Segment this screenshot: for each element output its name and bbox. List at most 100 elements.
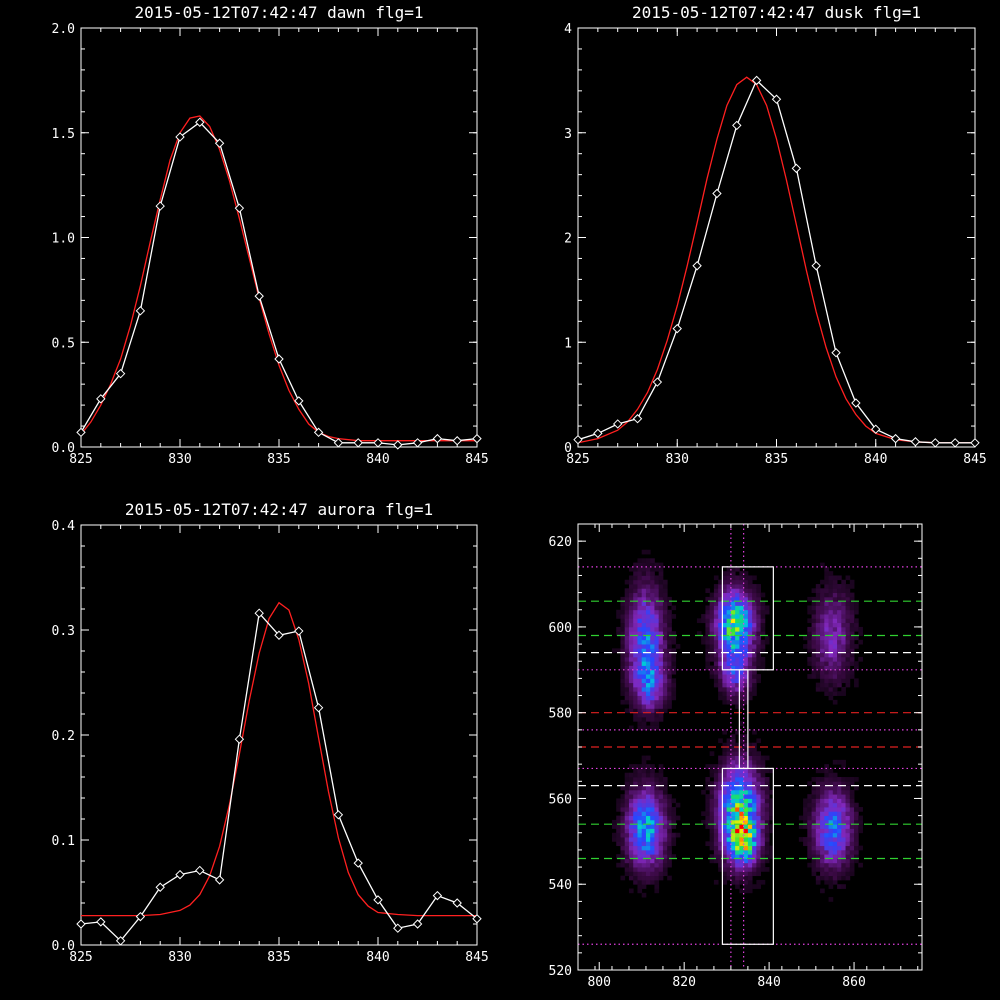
heatmap-cell (798, 815, 804, 821)
heatmap-cell (641, 785, 647, 791)
heatmap-cell (815, 644, 821, 649)
heatmap-cell (815, 592, 821, 598)
heatmap-cell (722, 854, 728, 859)
data-point (294, 626, 304, 636)
heatmap-cell (718, 678, 723, 684)
heatmap-cell (735, 858, 740, 864)
heatmap-cell (730, 686, 736, 692)
heatmap-cell (824, 571, 829, 576)
heatmap-cell (650, 867, 655, 872)
heatmap-cell (662, 614, 668, 619)
heatmap-cell (641, 614, 647, 619)
heatmap-cell (739, 875, 745, 881)
heatmap-cell (730, 682, 736, 688)
heatmap-cell (837, 622, 842, 628)
heatmap-cell (662, 639, 668, 645)
heatmap-cell (739, 815, 745, 821)
heatmap-cell (735, 626, 740, 632)
heatmap-cell (705, 631, 711, 636)
heatmap-cell (713, 789, 719, 795)
heatmap-cell (828, 798, 834, 804)
heatmap-cell (807, 807, 812, 812)
heatmap-cell (654, 704, 660, 709)
heatmap-cell (837, 884, 842, 889)
heatmap-cell (752, 819, 757, 825)
heatmap-cell (841, 828, 846, 834)
heatmap-cell (858, 639, 863, 645)
heatmap-cell (654, 622, 660, 628)
heatmap-cell (824, 648, 829, 654)
heatmap-cell (743, 879, 749, 885)
heatmap-cell (713, 626, 719, 632)
heatmap-cell (845, 614, 851, 619)
heatmap-cell (743, 665, 749, 671)
heatmap-cell (837, 854, 842, 859)
heatmap-cell (624, 811, 630, 817)
heatmap-cell (667, 669, 672, 675)
heatmap-cell (815, 781, 821, 786)
heatmap-cell (645, 704, 651, 709)
heatmap-cell (747, 605, 753, 611)
heatmap-cell (633, 652, 638, 658)
heatmap-cell (726, 837, 732, 842)
heatmap-cell (730, 584, 736, 589)
data-point (155, 882, 165, 892)
heatmap-cell (713, 596, 719, 602)
heatmap-cell (641, 764, 647, 769)
heatmap-cell (641, 682, 647, 688)
heatmap-cell (828, 648, 834, 654)
heatmap-cell (743, 824, 749, 829)
heatmap-cell (637, 609, 643, 615)
heatmap-cell (815, 635, 821, 641)
heatmap-cell (845, 849, 851, 855)
heatmap-cell (828, 871, 834, 877)
heatmap-cell (713, 665, 719, 671)
heatmap-cell (756, 789, 762, 795)
heatmap-cell (650, 768, 655, 774)
heatmap-cell (641, 562, 647, 568)
heatmap-cell (841, 841, 846, 847)
heatmap-cell (735, 575, 740, 581)
heatmap-cell (858, 807, 863, 812)
heatmap-cell (807, 794, 812, 799)
heatmap-cell (735, 566, 740, 572)
heatmap-cell (824, 768, 829, 774)
heatmap-cell (658, 618, 664, 624)
heatmap-cell (807, 819, 812, 825)
heatmap-cell (633, 794, 638, 799)
heatmap-cell (747, 614, 753, 619)
heatmap-cell (624, 794, 630, 799)
heatmap-cell (633, 704, 638, 709)
heatmap-cell (820, 674, 825, 679)
heatmap-cell (824, 691, 829, 696)
heatmap-cell (849, 609, 855, 615)
heatmap-cell (628, 875, 634, 881)
heatmap-cell (633, 849, 638, 855)
heatmap-cell (747, 828, 753, 834)
heatmap-cell (620, 699, 626, 705)
heatmap-cell (662, 785, 668, 791)
data-point (432, 890, 443, 901)
heatmap-cell (735, 584, 740, 589)
heatmap-cell (743, 592, 749, 598)
heatmap-cell (735, 639, 740, 645)
heatmap-cell (815, 845, 821, 851)
heatmap-cell (739, 584, 745, 589)
heatmap-cell (650, 665, 655, 671)
heatmap-cell (662, 837, 668, 842)
heatmap-cell (633, 712, 638, 718)
heatmap-cell (705, 807, 711, 812)
heatmap-cell (633, 802, 638, 808)
heatmap-cell (722, 768, 728, 774)
heatmap-cell (650, 819, 655, 825)
heatmap-cell (671, 682, 677, 688)
heatmap-cell (722, 832, 728, 838)
heatmap-cell (832, 618, 838, 624)
heatmap-cell (620, 785, 626, 791)
heatmap-cell (645, 828, 651, 834)
heatmap-cell (735, 789, 740, 795)
heatmap-cell (713, 845, 719, 851)
heatmap-cell (654, 686, 660, 692)
heatmap-cell (709, 648, 715, 654)
heatmap-cell (650, 725, 655, 731)
